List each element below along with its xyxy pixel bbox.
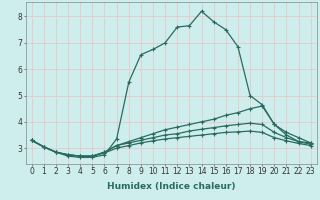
- X-axis label: Humidex (Indice chaleur): Humidex (Indice chaleur): [107, 182, 236, 191]
